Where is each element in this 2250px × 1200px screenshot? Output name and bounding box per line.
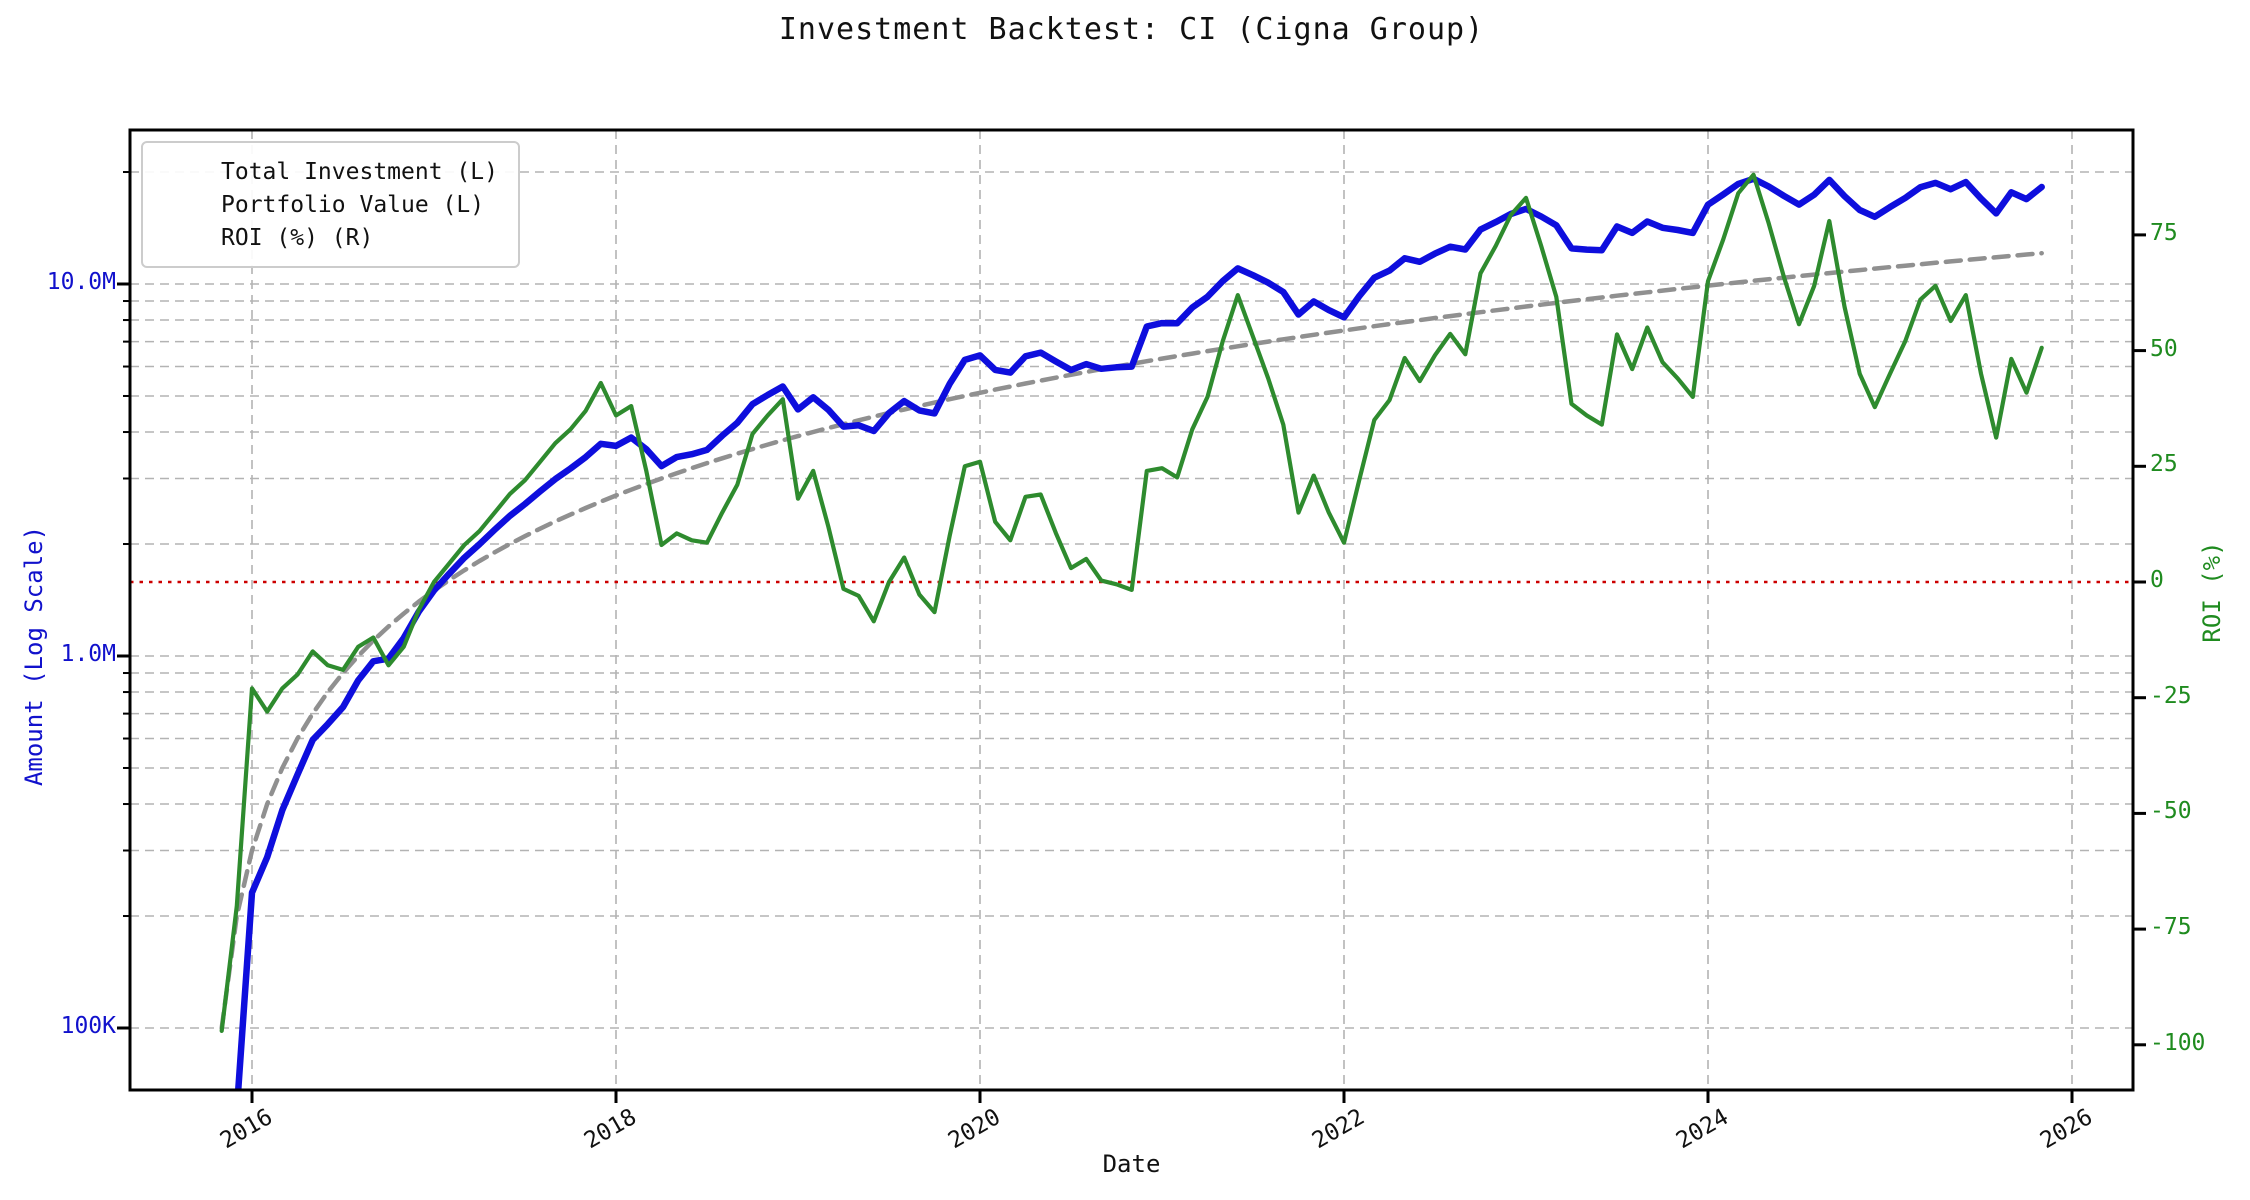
legend: Total Investment (L) Portfolio Value (L)… xyxy=(141,141,520,268)
legend-label: ROI (%) (R) xyxy=(221,224,374,251)
right-axis-tick-label: 25 xyxy=(2150,451,2178,478)
legend-label: Portfolio Value (L) xyxy=(221,191,485,218)
left-axis-tick-label: 10.0M xyxy=(46,269,116,295)
right-axis-tick-label: 0 xyxy=(2150,567,2164,593)
right-axis-label: ROI (%) xyxy=(2198,541,2226,643)
x-axis-label: Date xyxy=(1102,1150,1161,1178)
total-investment-line xyxy=(219,250,2044,1031)
legend-label: Total Investment (L) xyxy=(221,158,498,185)
plot-border xyxy=(128,128,2135,1092)
right-axis-tick-label: 75 xyxy=(2150,219,2178,246)
portfolio-value-line xyxy=(234,175,2045,1090)
right-axis-tick-label: -100 xyxy=(2150,1029,2206,1056)
right-axis-tick-label: -25 xyxy=(2150,682,2192,709)
legend-item-roi: ROI (%) (R) xyxy=(157,221,498,254)
left-axis-tick-label: 1.0M xyxy=(60,641,116,667)
roi-line xyxy=(219,172,2044,1033)
left-axis-tick-label: 100K xyxy=(60,1013,116,1039)
legend-item-portfolio-value: Portfolio Value (L) xyxy=(157,188,498,221)
chart-title: Investment Backtest: CI (Cigna Group) xyxy=(778,12,1485,47)
legend-item-total-investment: Total Investment (L) xyxy=(157,155,498,188)
right-axis-tick-label: -75 xyxy=(2150,914,2192,941)
right-axis-tick-label: -50 xyxy=(2150,798,2192,825)
right-axis-tick-label: 50 xyxy=(2150,335,2178,362)
